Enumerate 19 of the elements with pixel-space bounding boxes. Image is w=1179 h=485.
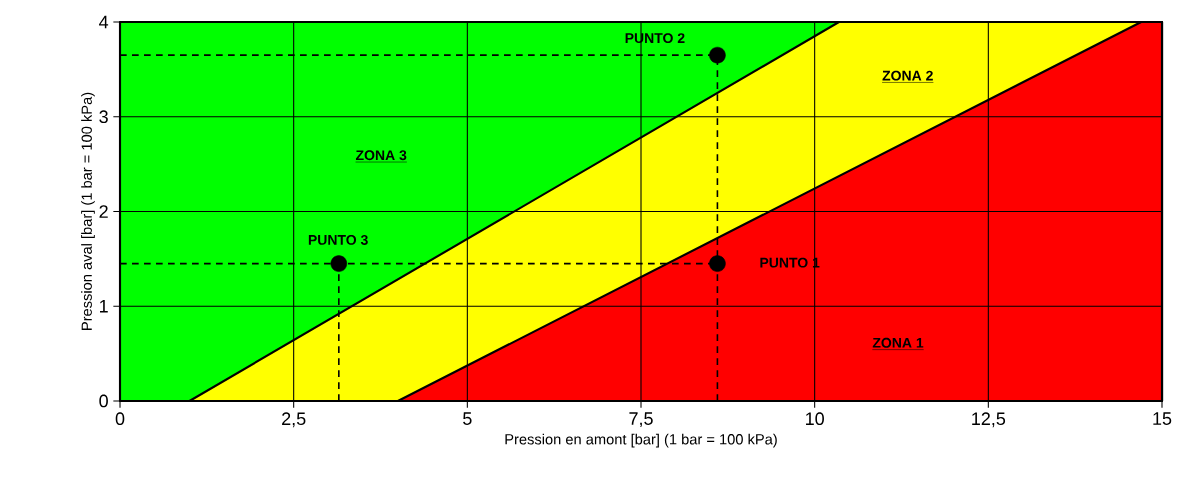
y-tick-label: 0 <box>99 394 108 408</box>
annotation: ZONA 2 <box>882 70 933 81</box>
x-axis-title: Pression en amont [bar] (1 bar = 100 kPa) <box>505 433 777 448</box>
y-tick-label: 4 <box>99 15 109 29</box>
x-tick-label: 5 <box>463 412 472 425</box>
x-tick-label: 10 <box>806 412 824 426</box>
annotation: PUNTO 3 <box>308 234 368 245</box>
x-tick-label: 2,5 <box>282 412 306 428</box>
y-tick-label: 2 <box>99 205 108 218</box>
x-tick-label: 0 <box>115 412 125 426</box>
x-tick-label: 12,5 <box>972 412 1006 428</box>
y-axis-title: Pression aval [bar] (1 bar = 100 kPa) <box>81 92 95 330</box>
annotation: ZONA 3 <box>355 150 407 161</box>
annotation: PUNTO 2 <box>625 33 685 44</box>
x-tick-label: 15 <box>1153 412 1172 425</box>
annotation: ZONA 1 <box>872 337 924 348</box>
y-tick-label: 3 <box>99 110 108 124</box>
y-tick-label: 1 <box>100 300 108 313</box>
x-tick-label: 7,5 <box>629 412 653 428</box>
